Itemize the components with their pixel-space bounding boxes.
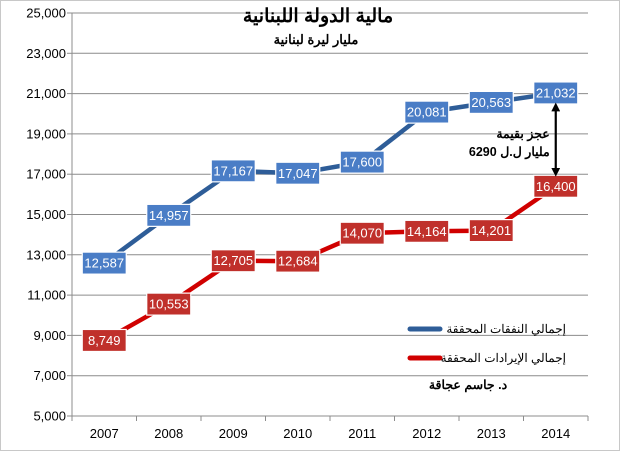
data-label-box [339, 150, 385, 174]
y-tick-label: 7,000 [33, 368, 66, 383]
chart-title: مالية الدولة اللبنانية [243, 6, 393, 27]
legend-label-1: إجمالي النفقات المحققة [446, 322, 566, 337]
data-label-box [210, 159, 256, 183]
data-label: 8,749 [88, 333, 121, 348]
x-tick-label: 2008 [154, 426, 183, 441]
data-label-box [468, 218, 514, 243]
data-label: 12,684 [278, 254, 318, 269]
data-label: 20,081 [407, 105, 447, 120]
y-tick-label: 25,000 [26, 6, 66, 21]
y-tick-label: 13,000 [26, 247, 66, 262]
deficit-label-line1: عجز بقيمة [496, 127, 549, 142]
data-label: 20,563 [471, 95, 511, 110]
data-label-box [275, 249, 321, 273]
y-tick-label: 21,000 [26, 86, 66, 101]
data-label-box [404, 100, 450, 124]
x-tick-label: 2010 [283, 426, 312, 441]
y-tick-label: 11,000 [27, 288, 66, 303]
data-label: 10,553 [149, 297, 189, 312]
author-credit: د. جاسم عجاقة [429, 378, 508, 393]
data-label: 14,201 [471, 223, 511, 238]
data-label-box [146, 203, 192, 227]
chart-subtitle: مليار ليرة لبنانية [274, 32, 359, 48]
deficit-label-line2: 6290 مليار ل.ل [469, 145, 550, 160]
y-tick-label: 5,000 [33, 409, 66, 424]
deficit-annotation: عجز بقيمة 6290 مليار ل.ل [469, 102, 561, 177]
data-label-box [81, 328, 127, 353]
data-label-box [146, 292, 192, 316]
y-tick-label: 9,000 [33, 328, 66, 343]
data-label: 14,070 [342, 226, 382, 241]
x-tick-label: 2014 [541, 426, 570, 441]
x-tick-label: 2009 [219, 426, 248, 441]
data-label: 14,957 [149, 208, 189, 223]
axes: 5,000 7,000 9,000 11,000 13,000 15,000 17,000 1… [26, 6, 589, 441]
y-tick-label: 19,000 [26, 126, 66, 141]
data-label: 12,587 [84, 256, 124, 271]
data-label-box [275, 161, 321, 185]
data-label-box [81, 251, 127, 275]
data-label: 16,400 [536, 179, 576, 194]
data-labels: 12,587 14,957 17,167 17,047 17,600 20,081 20,5… [81, 81, 579, 353]
data-label: 12,705 [213, 253, 253, 268]
legend-label-2: إجمالي الإيرادات المحققة [441, 351, 566, 366]
data-label: 17,167 [213, 163, 253, 178]
x-tick-label: 2012 [412, 426, 441, 441]
x-tick-label: 2007 [90, 426, 119, 441]
x-tick-label: 2013 [477, 426, 506, 441]
y-tick-label: 23,000 [26, 46, 66, 61]
data-label-box [210, 249, 256, 273]
y-tick-label: 17,000 [26, 167, 66, 182]
data-label: 17,047 [278, 166, 318, 181]
data-label: 21,032 [536, 85, 576, 100]
data-label-box [339, 221, 385, 245]
legend: إجمالي النفقات المحققة إجمالي الإيرادات ا… [407, 322, 566, 366]
y-tick-label: 15,000 [26, 207, 66, 222]
data-label: 14,164 [407, 224, 447, 239]
data-label-box [468, 90, 514, 115]
x-tick-label: 2011 [348, 426, 376, 441]
data-label-box [404, 219, 450, 243]
data-label: 17,600 [342, 155, 382, 170]
